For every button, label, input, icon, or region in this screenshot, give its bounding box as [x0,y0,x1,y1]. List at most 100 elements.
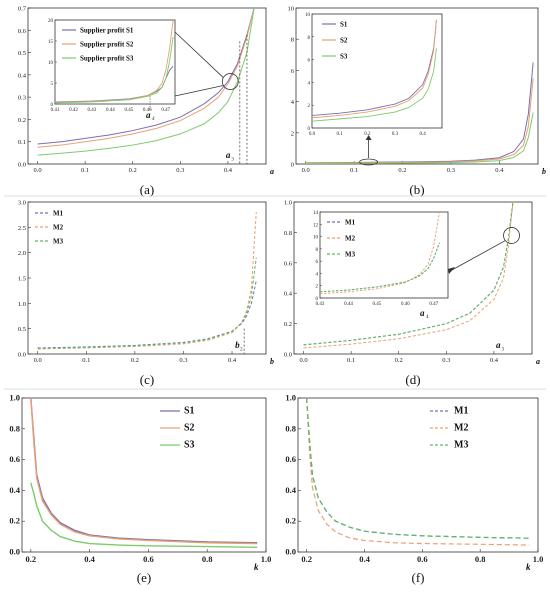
inset-y-tick-label: 10 [48,61,54,66]
series-group [305,62,534,164]
series-line-2 [303,202,514,349]
x-tick-label: 1.0 [261,554,272,564]
x-tick-label: 0.4 [84,554,95,564]
y-tick-label: 0.2 [285,516,296,526]
legend: M1 M2 M3 [430,406,468,451]
panel-a: 0.0 0.1 0.2 0.3 0.4 0.5 0.6 0.7 0.0 0.1 0.2 0.3 0.4 a… [18,6,274,198]
y-tick-label: 0.6 [284,260,293,267]
inset-y-tick-label: 2 [316,285,319,290]
inset-y-tick-label: 12 [313,223,319,228]
zoom-circle [221,73,239,90]
x-tick-label: 0.6 [417,554,428,564]
y-tick-label: 0.2 [284,321,292,328]
legend-label: M2 [345,235,356,243]
inset-frame [319,211,449,299]
zoom-circle [503,227,520,244]
inset-series-group [320,212,440,295]
y-tick-label: 0.6 [9,454,20,464]
b2-annotation: b [235,340,240,350]
y-tick-label: 0.8 [284,230,292,237]
x-axis-label: k [254,562,259,572]
inset-y-tick-label: 8 [316,248,319,253]
y-tick-label: 0.0 [285,547,296,557]
series-line-3 [37,257,257,349]
legend-label: M3 [345,251,356,259]
series-line-2 [37,8,255,148]
plot-frame [295,7,539,165]
inset-plot: 0 5 10 15 20 0.41 0.42 0.43 0.44 0.45 0.46 0.47 Supp… [48,19,176,122]
x-tick-label: 0.3 [447,167,455,174]
legend-label: M1 [454,406,468,417]
y-tick-label: 0.0 [9,547,20,557]
y-tick-label: 2 [291,130,294,137]
inset-series-line-3 [320,242,440,293]
inset-frame [54,19,176,105]
y-tick-label: 0.8 [9,423,20,433]
legend-label: Supplier profit S3 [80,55,134,63]
series-group [30,398,258,549]
x-tick-label: 0.6 [143,554,154,564]
legend-label: Supplier profit S2 [80,41,134,49]
x-tick-label: 0.4 [228,357,237,364]
inset-x-tick-label: 0.4 [420,132,427,137]
y-tick-label: 0.4 [18,72,27,79]
y-tick-label: 0.8 [285,423,296,433]
y-tick-label: 6 [291,68,295,75]
y-tick-label: 0.3 [18,95,26,102]
x-tick-label: 0.2 [129,167,137,174]
y-tick-label: 10 [288,6,295,13]
inset-plot: 0 2 4 6 8 10 0.0 0.1 0.2 0.3 0.4 S1 S2 S3 [305,13,443,137]
inset-x-tick-label: 0.43 [316,302,325,307]
legend-label: M3 [53,238,64,246]
x-tick-label: 0.3 [179,357,187,364]
inset-x-tick-label: 0.44 [106,108,115,113]
inset-y-tick-label: 0 [308,127,311,132]
x-tick-label: 0.2 [131,357,139,364]
x-tick-label: 0.0 [302,167,310,174]
y-tick-label: 0.2 [9,516,20,526]
inset-x-tick-label: 0.47 [429,302,438,307]
y-tick-label: 0.0 [18,162,26,169]
panel-caption: (b) [409,182,424,197]
a3-annotation-sub: 3 [231,158,234,163]
inset-y-tick-label: 5 [51,82,54,87]
series-line-2 [305,78,534,164]
inset-y-tick-label: 0 [316,297,319,302]
series-line-3 [303,202,514,346]
x-axis-label: b [542,167,546,176]
series-line-3 [30,482,258,549]
y-tick-label: 8 [291,37,294,44]
x-tick-label: 0.4 [359,554,370,564]
series-line-3 [306,398,530,539]
y-tick-label: 0.2 [18,117,26,124]
y-tick-label: 0.7 [18,6,27,13]
legend-label: S3 [340,53,348,61]
series-line-1 [306,398,530,539]
zoom-connector-bottom [174,85,224,97]
y-tick-label: 0.5 [18,326,26,333]
y-tick-label: 4 [291,99,295,106]
inset-y-tick-label: 4 [316,272,319,277]
inset-series-line-1 [312,19,437,116]
y-tick-label: 0.4 [9,485,20,495]
panel-caption: (f) [412,570,425,585]
zoom-ellipse [359,158,379,166]
zoom-arrow-head [448,267,455,274]
series-line-1 [37,280,257,349]
inset-annotation-sub: 4 [426,315,429,320]
y-tick-label: 0.1 [18,139,26,146]
series-line-1 [37,8,255,145]
x-tick-label: 0.3 [176,167,184,174]
y-tick-label: 1.0 [285,393,296,403]
inset-annotation: a [146,110,151,120]
panel-caption: (a) [140,182,154,197]
legend-label: M2 [454,423,468,434]
x-tick-label: 0.0 [33,167,41,174]
panel-caption: (d) [405,372,420,387]
legend-label: Supplier profit S1 [80,27,134,35]
inset-series-line-2 [312,19,437,119]
inset-y-tick-label: 14 [313,211,319,216]
legend-label: S3 [184,440,195,451]
y-tick-label: 0.4 [285,485,296,495]
